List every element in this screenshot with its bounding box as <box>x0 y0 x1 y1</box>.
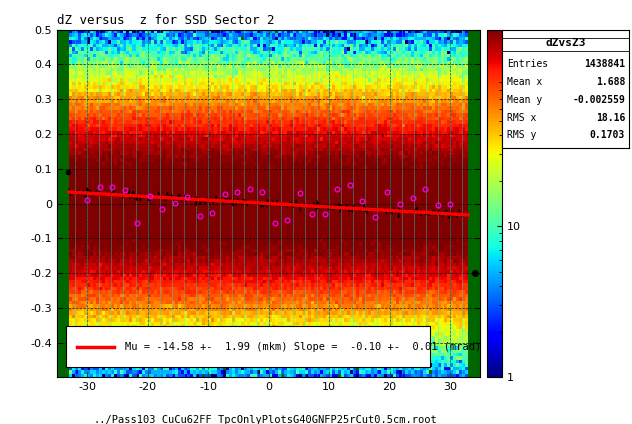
Text: dZvsZ3: dZvsZ3 <box>545 38 586 48</box>
Text: RMS x: RMS x <box>507 112 537 123</box>
Text: Mean y: Mean y <box>507 95 543 105</box>
Text: RMS y: RMS y <box>507 130 537 140</box>
Text: 18.16: 18.16 <box>596 112 625 123</box>
Text: -0.002559: -0.002559 <box>572 95 625 105</box>
Text: dZ versus  z for SSD Sector 2: dZ versus z for SSD Sector 2 <box>57 14 274 27</box>
Text: 1438841: 1438841 <box>584 59 625 69</box>
Text: 0.1703: 0.1703 <box>590 130 625 140</box>
Text: ../Pass103_CuCu62FF_TpcOnlyPlotsG40GNFP25rCut0.5cm.root: ../Pass103_CuCu62FF_TpcOnlyPlotsG40GNFP2… <box>94 414 437 424</box>
Text: Mean x: Mean x <box>507 77 543 87</box>
Text: 1.688: 1.688 <box>596 77 625 87</box>
Text: Mu = -14.58 +-  1.99 (mkm) Slope =  -0.10 +-  0.01 (mrad): Mu = -14.58 +- 1.99 (mkm) Slope = -0.10 … <box>125 342 481 351</box>
Text: Entries: Entries <box>507 59 549 69</box>
